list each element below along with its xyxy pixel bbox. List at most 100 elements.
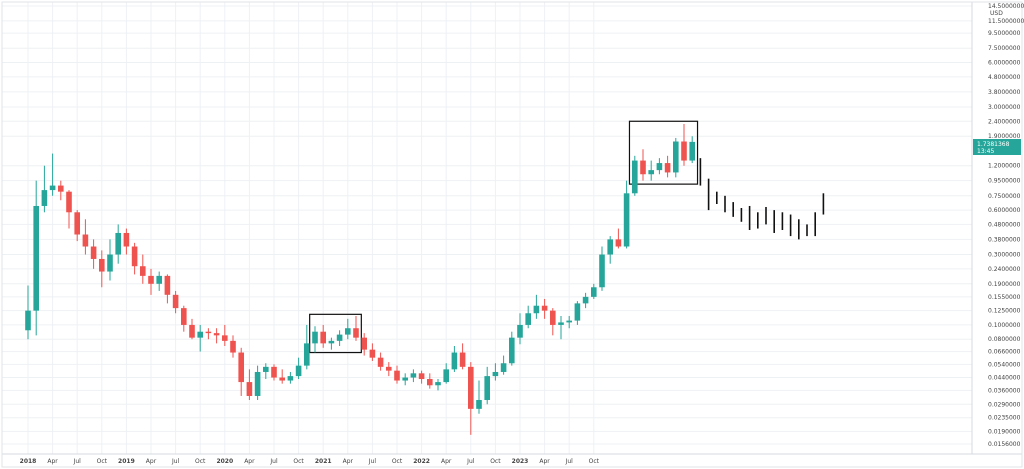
candle-body-up <box>328 340 335 344</box>
y-tick-label: 4.8000000 <box>988 74 1021 81</box>
x-tick-label: Apr <box>343 458 354 465</box>
candle-body-up <box>312 331 318 344</box>
x-tick-label: 2022 <box>413 458 430 465</box>
y-tick-label: 9.5000000 <box>988 30 1021 37</box>
candle-body-down <box>82 234 89 247</box>
highlight-box <box>309 313 362 354</box>
y-tick-label: 0.1900000 <box>988 281 1021 288</box>
y-tick-label: 3.8000000 <box>988 89 1021 96</box>
x-tick-label: 2021 <box>315 458 332 465</box>
highlight-box <box>628 120 699 185</box>
y-tick-label: 0.2400000 <box>988 266 1021 273</box>
y-tick-label: 0.0290000 <box>988 401 1021 408</box>
candle-body-up <box>656 163 663 171</box>
y-tick-label: 0.0360000 <box>988 387 1021 394</box>
candle-body-up <box>607 239 613 255</box>
y-tick-label: 0.0440000 <box>988 375 1021 382</box>
candle-body-down <box>74 212 80 235</box>
projection-bars <box>699 158 825 240</box>
candle-body-down <box>90 246 97 259</box>
x-tick-label: Oct <box>392 458 403 465</box>
candle-body-up <box>525 313 531 325</box>
candle-body-up <box>492 371 499 377</box>
y-tick-label: 0.9500000 <box>988 178 1021 185</box>
candle-body-down <box>271 366 277 378</box>
grid <box>2 2 972 454</box>
y-tick-label: 1.2000000 <box>988 163 1021 170</box>
y-tick-label: 0.0235000 <box>988 415 1021 422</box>
candle-body-up <box>500 363 507 372</box>
candle-body-up <box>582 296 589 304</box>
y-tick-label: 7.5000000 <box>988 45 1021 52</box>
candle-body-down <box>361 337 367 350</box>
candle-body-up <box>254 371 261 396</box>
last-price-tag: 1.7381368 13:45 <box>973 139 1021 155</box>
candle-body-down <box>230 340 236 353</box>
y-tick-label: 0.0540000 <box>988 361 1021 368</box>
candle-body-up <box>295 365 302 377</box>
y-tick-label: 0.7500000 <box>988 193 1021 200</box>
candle-body-up <box>476 399 482 409</box>
candle-body-down <box>172 294 179 309</box>
last-price-badge <box>973 139 1021 155</box>
candle-body-up <box>435 382 441 386</box>
candle-body-down <box>550 310 556 325</box>
x-tick-label: Apr <box>244 458 255 465</box>
candle-body-up <box>107 254 113 272</box>
candle-body-up <box>336 334 343 341</box>
x-tick-label: 2023 <box>512 458 529 465</box>
last-price-value: 1.7381368 <box>977 141 1010 148</box>
time-axis-labels: 2018 Apr Jul Oct 2019 Apr Jul Oct 2020 Apr Jul Oct 2… <box>20 458 600 465</box>
x-tick-label: Oct <box>293 458 304 465</box>
y-tick-label: 11.5000000 <box>988 18 1024 25</box>
y-tick-label: 0.3000000 <box>988 252 1021 259</box>
y-tick-label: 0.1250000 <box>988 308 1021 315</box>
y-tick-label: 0.0800000 <box>988 336 1021 343</box>
x-tick-label: Oct <box>490 458 501 465</box>
candle-body-down <box>468 366 474 409</box>
candle-body-up <box>566 320 572 323</box>
x-tick-label: Jul <box>466 458 475 465</box>
candle-body-down <box>140 266 146 276</box>
candle-body-up <box>673 141 679 173</box>
y-tick-label: 0.0190000 <box>988 428 1021 435</box>
candle-body-down <box>640 160 646 175</box>
y-tick-label: 6.0000000 <box>988 60 1021 67</box>
candle-body-down <box>279 377 285 381</box>
candles <box>25 123 695 435</box>
candle-body-down <box>131 246 138 267</box>
candle-body-up <box>533 305 540 314</box>
candle-body-down <box>615 239 622 247</box>
candle-body-down <box>58 185 64 192</box>
y-tick-label: 2.4000000 <box>988 118 1021 125</box>
candle-body-down <box>66 191 72 213</box>
y-tick-label: 0.1550000 <box>988 294 1021 301</box>
y-tick-label: 0.6000000 <box>988 207 1021 214</box>
candle-body-down <box>205 331 212 334</box>
candle-body-down <box>377 357 384 367</box>
candle-body-down <box>664 163 671 173</box>
candle-body-up <box>484 376 490 400</box>
candle-body-down <box>148 275 154 284</box>
x-tick-label: Jul <box>171 458 180 465</box>
y-tick-label: 0.1000000 <box>988 322 1021 329</box>
candle-body-up <box>25 310 31 331</box>
candle-body-down <box>353 328 359 338</box>
candle-body-up <box>49 185 56 191</box>
candle-body-up <box>517 324 523 338</box>
candle-body-down <box>246 382 253 396</box>
x-tick-label: Jul <box>565 458 574 465</box>
candle-body-up <box>689 141 695 161</box>
y-tick-label: 1.9000000 <box>988 133 1021 140</box>
candle-body-down <box>99 258 105 272</box>
x-tick-label: Apr <box>539 458 550 465</box>
candle-body-up <box>558 322 564 325</box>
candle-body-up <box>304 343 310 366</box>
candle-body-up <box>623 193 630 247</box>
candle-body-up <box>263 366 269 372</box>
candle-body-up <box>156 275 162 284</box>
candle-body-up <box>632 160 638 194</box>
candle-body-up <box>509 337 515 364</box>
